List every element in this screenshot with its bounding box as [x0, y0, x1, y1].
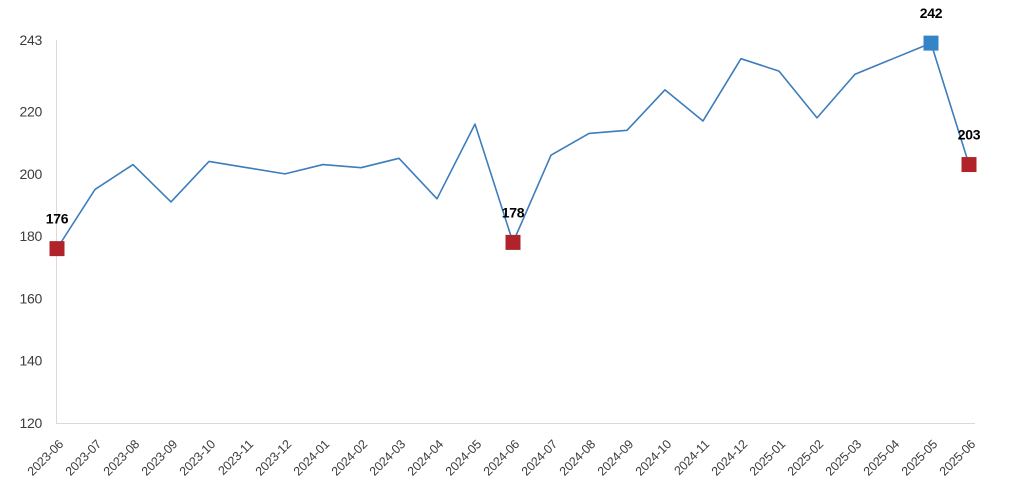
x-tick-label: 2024-11 — [671, 437, 712, 478]
data-point-marker — [923, 35, 939, 51]
x-tick-label: 2023-11 — [215, 437, 256, 478]
x-tick-label: 2025-04 — [861, 437, 903, 479]
data-point-label: 178 — [502, 204, 525, 220]
data-point-marker — [961, 157, 977, 173]
y-tick-label: 220 — [20, 104, 43, 120]
x-tick-label: 2024-06 — [481, 437, 523, 479]
x-tick-label: 2024-08 — [557, 437, 599, 479]
x-tick-label: 2024-09 — [595, 437, 637, 479]
x-tick-label: 2024-07 — [519, 437, 561, 479]
x-tick-label: 2025-01 — [747, 437, 789, 479]
y-tick-label: 180 — [20, 228, 43, 244]
y-tick-label: 120 — [20, 415, 43, 431]
x-tick-label: 2024-10 — [633, 437, 675, 479]
x-tick-label: 2023-06 — [25, 437, 67, 479]
data-point-marker — [49, 241, 65, 257]
x-tick-label: 2025-03 — [823, 437, 865, 479]
x-tick-label: 2024-02 — [329, 437, 371, 479]
x-tick-label: 2024-12 — [709, 437, 751, 479]
x-tick-label: 2024-01 — [291, 437, 333, 479]
x-tick-label: 2025-05 — [899, 437, 941, 479]
data-point-label: 176 — [46, 211, 69, 227]
x-tick-label: 2024-05 — [443, 437, 485, 479]
x-tick-label: 2023-09 — [139, 437, 181, 479]
x-tick-label: 2025-02 — [785, 437, 827, 479]
y-tick-label: 160 — [20, 290, 43, 306]
y-tick-label: 200 — [20, 166, 43, 182]
y-tick-label: 243 — [20, 32, 43, 48]
x-tick-label: 2024-04 — [405, 437, 447, 479]
x-tick-label: 2023-08 — [101, 437, 143, 479]
y-tick-label: 140 — [20, 353, 43, 369]
x-tick-label: 2023-12 — [253, 437, 295, 479]
x-tick-label: 2023-07 — [63, 437, 105, 479]
x-tick-label: 2024-03 — [367, 437, 409, 479]
x-tick-label: 2025-06 — [937, 437, 979, 479]
x-tick-label: 2023-10 — [177, 437, 219, 479]
data-point-marker — [505, 234, 521, 250]
data-point-label: 242 — [920, 5, 943, 21]
data-point-label: 203 — [958, 127, 981, 143]
